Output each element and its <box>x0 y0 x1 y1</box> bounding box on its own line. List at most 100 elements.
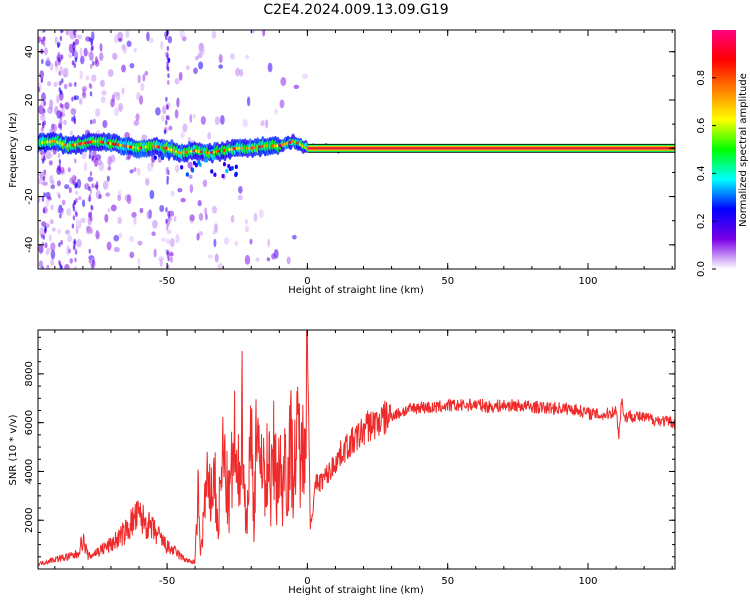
y-tick-label: 40 <box>24 45 35 58</box>
x-tick-label: 100 <box>578 276 597 287</box>
spectrogram-noise-cell <box>126 194 132 205</box>
spectrogram-streak-cell <box>91 45 94 51</box>
spectrogram-noise-cell <box>95 231 101 240</box>
spectrogram-streak-cell <box>166 166 169 172</box>
spectrogram-streak-cell <box>89 91 93 97</box>
spectrogram-smear-cell <box>180 165 184 170</box>
spectrogram-x-ticks: -50 0 50 100 <box>54 30 673 287</box>
spectrogram-noise-cell <box>185 65 190 71</box>
spectrogram-streak-cell <box>74 175 77 181</box>
spectrogram-noise-cell <box>38 260 44 269</box>
spectrogram-streak-cell <box>89 211 92 217</box>
spectrogram-noise-cell <box>118 232 123 239</box>
colorbar-tick-label: 0.4 <box>696 165 707 181</box>
spectrogram-noise-cell <box>144 70 149 76</box>
spectrogram-streak-cell <box>74 33 77 39</box>
spectrogram-streak-cell <box>40 127 43 133</box>
spectrogram-streak-cell <box>88 258 92 264</box>
spectrogram-streak-cell <box>41 158 45 164</box>
spectrogram-noise-cell <box>266 257 271 262</box>
spectrogram-streak-cell <box>74 81 77 87</box>
spectrogram-streak-cell <box>58 87 61 93</box>
spectrogram-noise-cell <box>75 218 79 228</box>
spectrogram-noise-cell <box>260 120 265 127</box>
spectrogram-streak-cell <box>71 116 74 122</box>
spectrogram-noise-cell <box>238 186 243 194</box>
spectrogram-noise-cell <box>54 60 58 67</box>
spectrogram-streak-cell <box>167 57 171 63</box>
spectrogram-streak-cell <box>58 110 61 116</box>
spectrogram-noise-cell <box>173 215 177 222</box>
spectrogram-noise-cell <box>211 30 217 39</box>
spectrogram-streak-cell <box>72 41 75 47</box>
spectrogram-streak-cell <box>57 153 61 159</box>
spectrogram-noise-cell <box>125 156 131 161</box>
spectrogram-streak-cell <box>166 46 170 52</box>
spectrogram-noise-cell <box>245 54 250 60</box>
spectrogram-streak-cell <box>57 51 60 57</box>
spectrogram-frame <box>37 29 676 270</box>
spectrogram-noise-cell <box>230 214 235 223</box>
spectrogram-noise-cell <box>104 213 109 223</box>
spectrogram-noise-cell <box>274 108 278 115</box>
spectrogram-noise-cell <box>77 195 82 201</box>
spectrogram-noise-cell <box>262 30 266 37</box>
spectrogram-noise-cell <box>67 167 71 173</box>
spectrogram-noise-cell <box>141 134 148 141</box>
colorbar-tick-label: 0.2 <box>696 213 707 229</box>
spectrogram-smear-cell <box>227 163 231 169</box>
spectrogram-smear-cell <box>185 172 189 177</box>
spectrogram-noise-cell <box>94 59 100 67</box>
spectrogram-noise-cell <box>74 38 80 46</box>
spectrogram-streak-cell <box>74 266 77 269</box>
x-tick-label: 0 <box>304 276 310 287</box>
spectrogram-streak-cell <box>44 225 47 231</box>
spectrogram-streak-cell <box>88 248 91 254</box>
spectrogram-streak-cell <box>166 179 169 185</box>
spectrogram-streak-cell <box>167 256 170 262</box>
spectrogram-noise-cell <box>68 43 74 54</box>
spectrogram-smear-cell <box>192 160 197 166</box>
spectrogram-noise-cell <box>167 35 173 44</box>
spectrogram-streak-cell <box>165 207 168 213</box>
spectrogram-noise-cell <box>87 176 94 182</box>
spectrogram-noise-cell <box>242 119 248 128</box>
spectrogram-noise-cell <box>155 107 161 116</box>
spectrogram-noise-cell <box>166 229 172 235</box>
spectrogram-noise-cell <box>48 234 52 242</box>
spectrogram-noise-cell <box>267 62 273 73</box>
spectrogram-streak-cell <box>90 263 94 269</box>
spectrogram-noise-cell <box>38 196 41 203</box>
spectrogram-noise-cell <box>46 264 50 269</box>
spectrogram-smear-cell <box>190 168 195 173</box>
spectrogram-noise-cell <box>49 219 54 225</box>
spectrogram-noise-cell <box>235 67 241 77</box>
x-tick-label: 0 <box>304 576 310 587</box>
spectrogram-streak-cell <box>58 123 61 129</box>
x-tick-label: 50 <box>441 276 454 287</box>
spectrogram-noise-cell <box>187 161 193 169</box>
spectrogram-noise-cell <box>46 81 52 87</box>
spectrogram-noise-cell <box>92 118 97 125</box>
spectrogram-noise-cell <box>79 70 83 80</box>
spectrogram-noise-cell <box>107 165 112 171</box>
spectrogram-noise-cell <box>81 150 87 160</box>
spectrogram-noise-cell <box>207 132 212 140</box>
spectrogram-streak-cell <box>61 209 64 215</box>
spectrogram-noise-cell <box>197 199 202 207</box>
spectrogram-noise-cell <box>148 37 154 44</box>
spectrogram-streak-cell <box>57 43 60 49</box>
spectrogram-noise-cell <box>113 234 120 242</box>
spectrogram-noise-cell <box>129 235 134 243</box>
spectrogram-streak-cell <box>41 196 45 202</box>
spectrogram-streak-cell <box>58 159 62 165</box>
spectrogram-streak-cell <box>59 36 63 42</box>
spectrogram-noise-cell <box>153 248 157 258</box>
spectrogram-noise-cell <box>114 34 119 44</box>
spectrogram-noise-cell <box>75 225 79 235</box>
spectrogram-smear-cell <box>153 155 157 160</box>
spectrogram-noise-cell <box>258 209 264 219</box>
y-tick-label: 0 <box>24 145 35 151</box>
spectrogram-noise-cell <box>207 254 214 259</box>
